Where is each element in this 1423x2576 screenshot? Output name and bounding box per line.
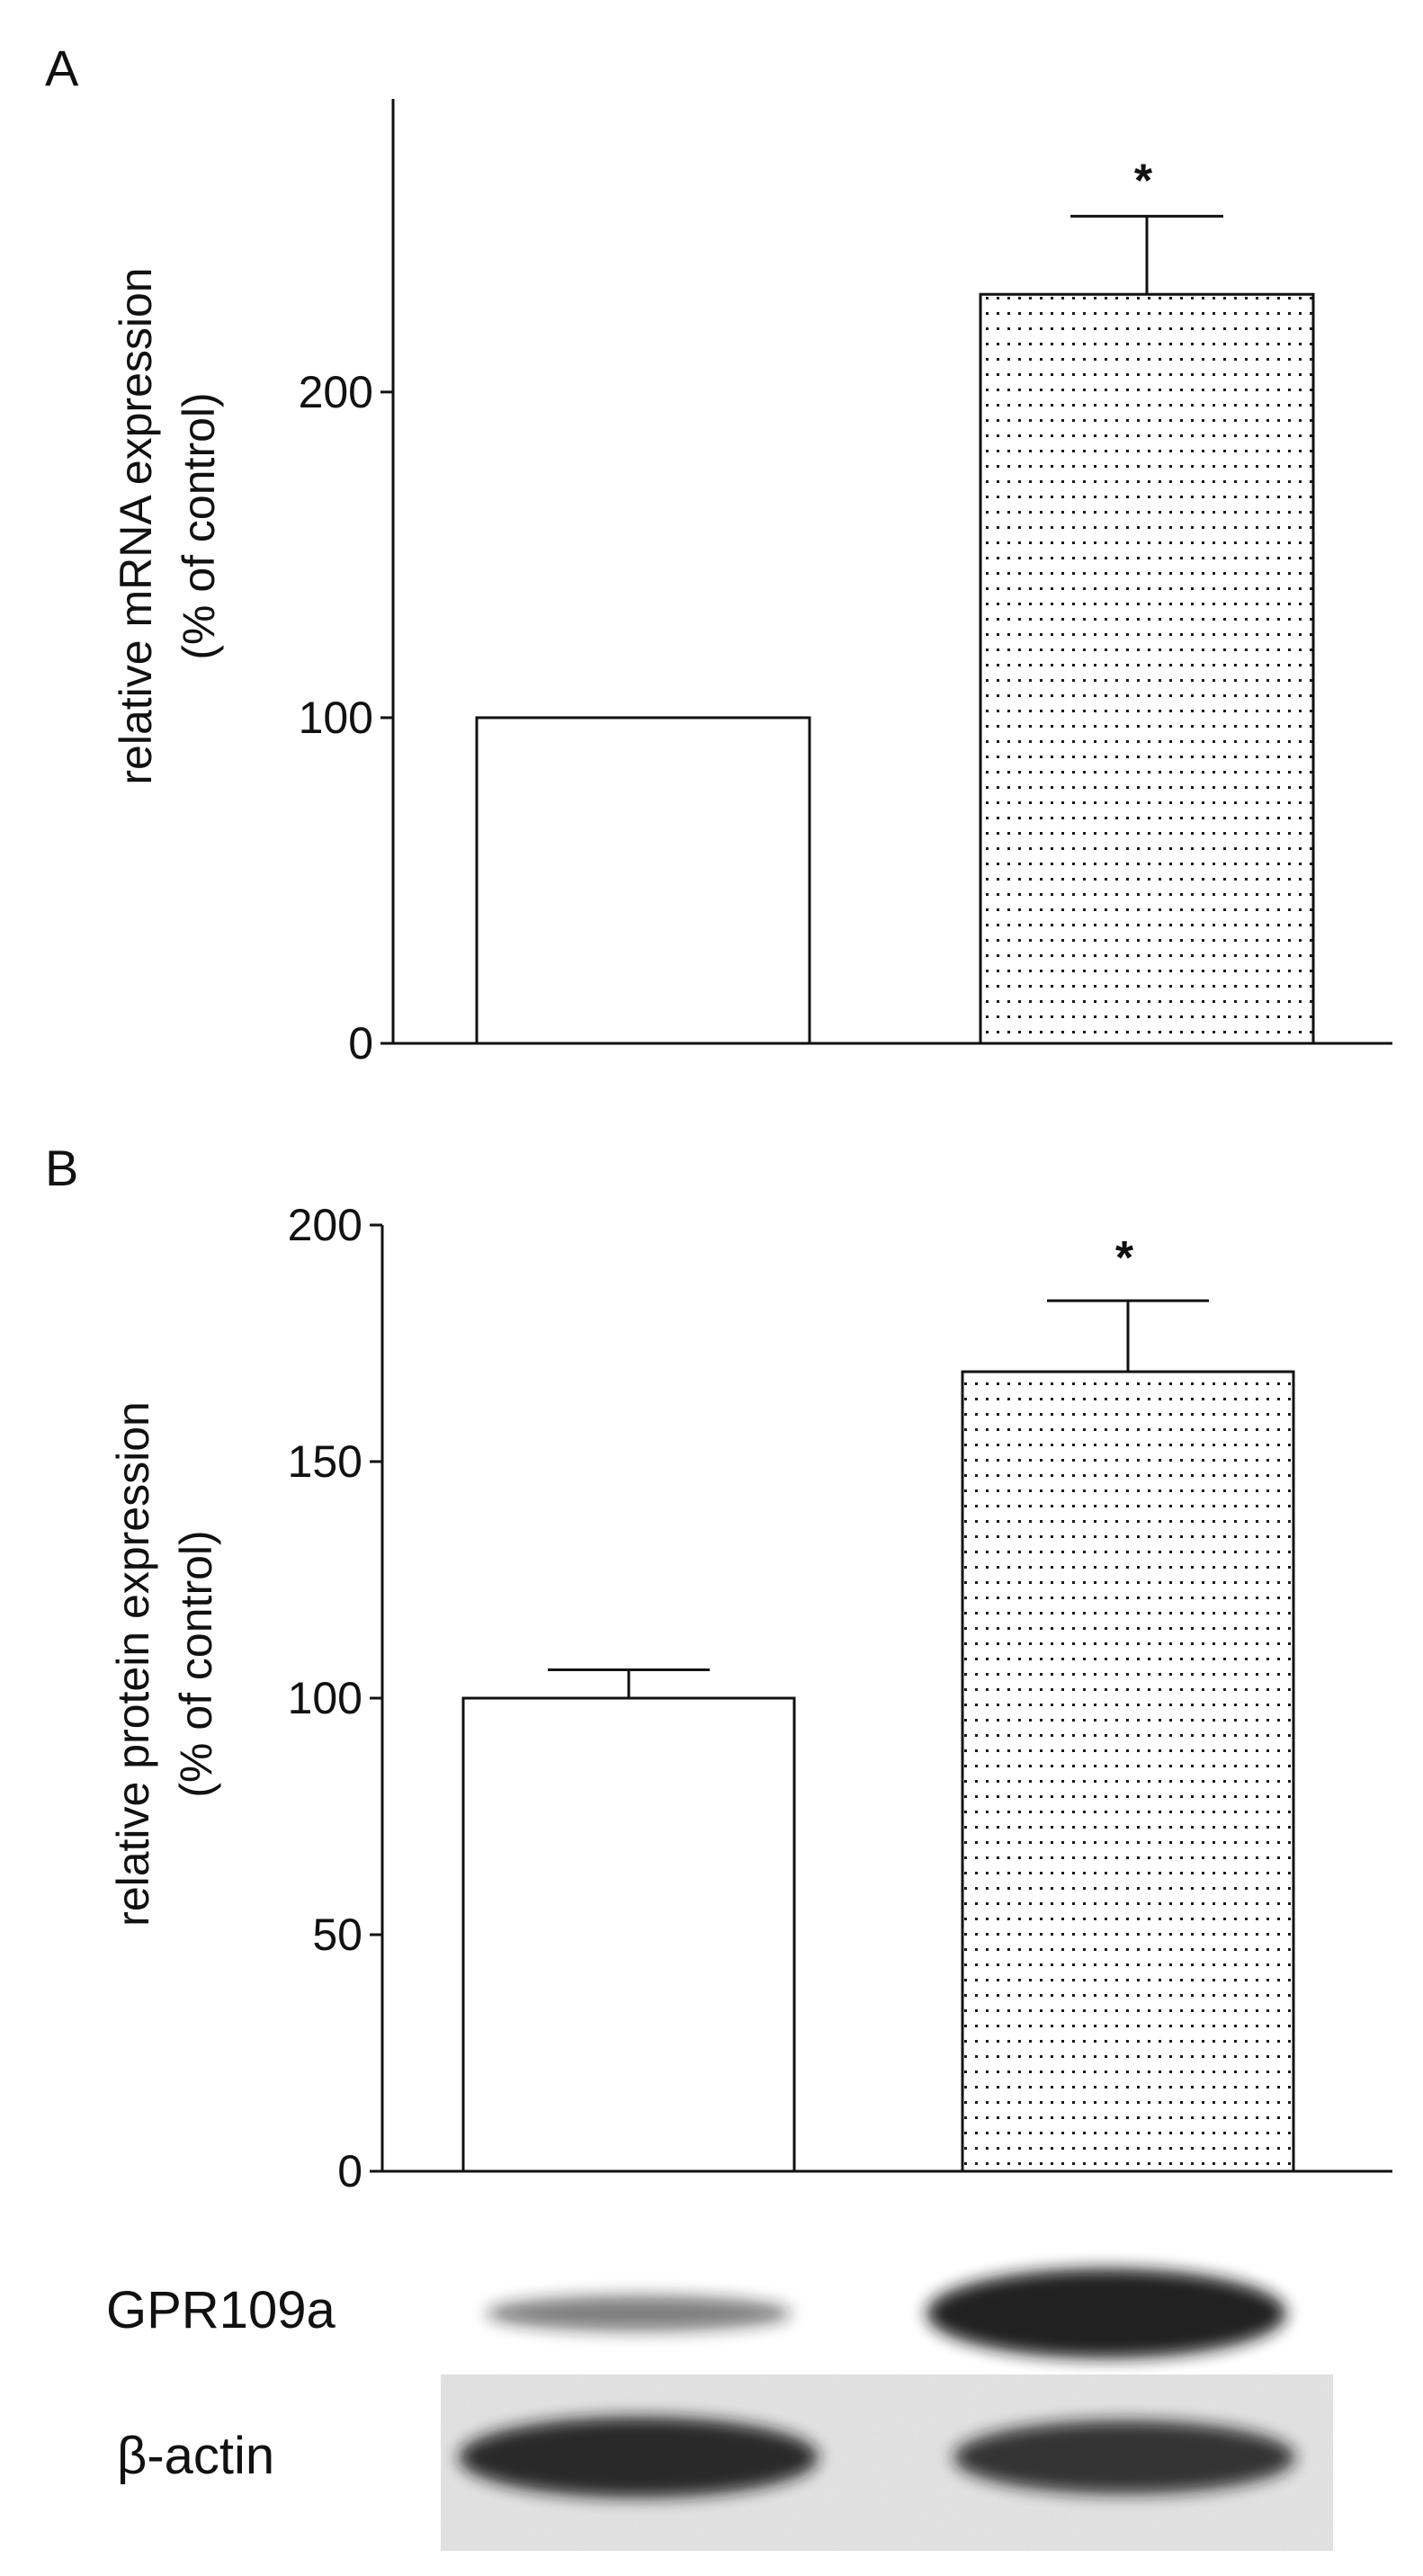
panel-a-error-bars [1070,214,1223,295]
bar-treatment [961,1370,1295,2173]
y-tick-label: 200 [299,367,373,417]
panel-a-bars [475,292,1315,1045]
y-tick-label: 0 [337,2146,362,2196]
panel-a-y-axis-label: relative mRNA expression (% of control) [111,267,224,784]
panel-b-bars [461,1370,1295,2173]
panel-b-y-axis-label: relative protein expression (% of contro… [108,1401,221,1927]
y-tick-label: 200 [288,1200,362,1250]
blot-bands [459,2268,1295,2498]
bar-treatment [979,292,1315,1045]
y-tick-label: 50 [312,1910,362,1960]
blot-label-gpr109a: GPR109a [106,2281,336,2339]
blot-band-beta-actin-lane-2 [953,2420,1295,2494]
bar-control [475,716,811,1045]
panel-b-y-ticks: 0 50 100 150 200 [288,1200,382,2196]
y-tick-label: 100 [299,693,373,743]
bar-control [461,1696,796,2173]
blot-band-gpr109a-lane-2 [926,2268,1286,2358]
panel-a-y-axis-label-line1: relative mRNA expression [111,267,161,784]
panel-a-significance: * [1134,155,1153,207]
significance-asterisk: * [1115,1232,1134,1284]
y-tick-label: 100 [288,1673,362,1723]
panel-b-chart: B relative protein expression (% of cont… [45,1140,1392,2196]
blot-band-beta-actin-lane-1 [459,2417,819,2498]
blot-band-gpr109a-lane-1 [486,2295,792,2331]
panel-a-y-ticks: 0 100 200 [299,367,393,1069]
y-tick-label: 150 [288,1436,362,1487]
panel-b-letter: B [45,1140,78,1196]
panel-a-chart: A relative mRNA expression (% of control… [45,40,1392,1069]
significance-asterisk: * [1134,155,1153,207]
western-blot: GPR109a β-actin [106,2268,1333,2551]
panel-b-error-bars [548,1299,1209,1698]
y-tick-label: 0 [348,1018,373,1069]
panel-b-y-axis-label-line1: relative protein expression [108,1401,158,1927]
blot-label-beta-actin: β-actin [117,2427,274,2485]
panel-b-y-axis-label-line2: (% of control) [171,1530,221,1797]
panel-b-significance: * [1115,1232,1134,1284]
panel-a-y-axis-label-line2: (% of control) [174,392,224,659]
panel-a-letter: A [45,40,79,96]
